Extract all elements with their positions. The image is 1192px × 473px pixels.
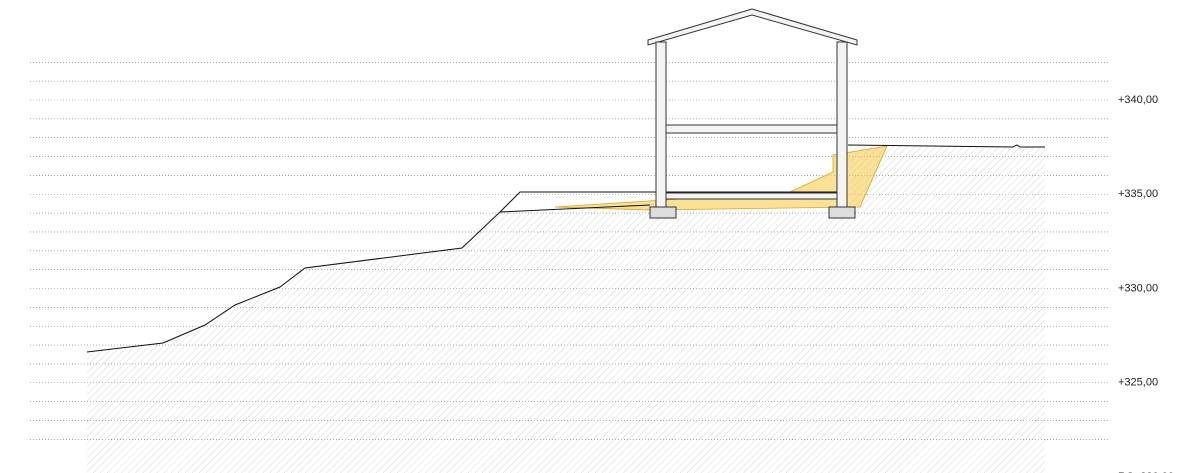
roof xyxy=(647,8,858,46)
terrain-line xyxy=(86,204,651,353)
footing-left xyxy=(649,206,677,219)
ground-slab xyxy=(665,192,838,200)
terrain-right xyxy=(847,144,1045,148)
level-label: RC+320,00 xyxy=(1118,471,1174,473)
level-label: +330,00 xyxy=(1118,282,1158,294)
original-terrain xyxy=(499,191,840,213)
ground-hatch xyxy=(87,145,1045,473)
level-label: +335,00 xyxy=(1118,188,1158,200)
footing-right xyxy=(828,206,856,219)
level-label: +340,00 xyxy=(1118,94,1158,106)
level-label: +325,00 xyxy=(1118,377,1158,389)
wall-left xyxy=(655,41,667,208)
wall-right xyxy=(836,41,848,208)
house xyxy=(647,8,858,219)
floor-slab xyxy=(665,124,838,134)
